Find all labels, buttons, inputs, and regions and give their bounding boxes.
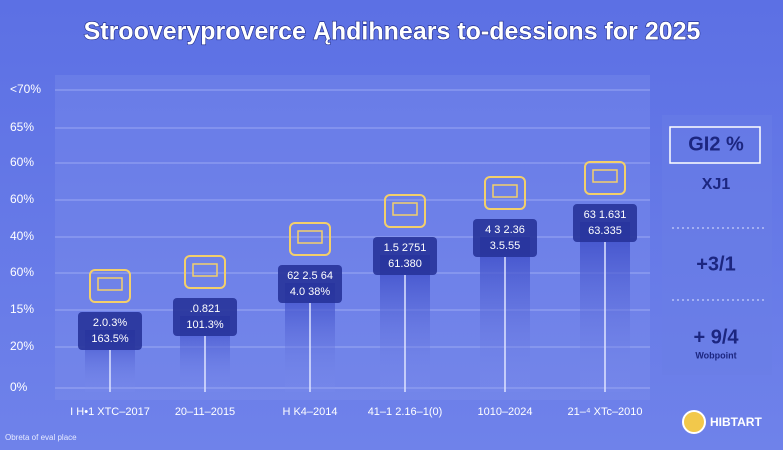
value-label: 101.3%	[186, 319, 224, 331]
side-main: +3/1	[696, 253, 735, 275]
icon	[289, 222, 331, 256]
value-box	[173, 298, 237, 336]
x-axis-label: 20–11–2015	[175, 406, 235, 418]
y-axis-label: 40%	[10, 229, 34, 243]
value-box	[373, 237, 437, 275]
y-axis-label: <70%	[10, 82, 41, 96]
side-panel	[662, 115, 772, 375]
value-box	[78, 312, 142, 350]
y-axis-label: 60%	[10, 192, 34, 206]
value-box	[473, 219, 537, 257]
value-label: 163.5%	[91, 333, 129, 345]
y-axis-label: 20%	[10, 339, 34, 353]
x-axis-label: I H•1 XTC–2017	[70, 406, 150, 418]
logo-icon	[682, 410, 706, 434]
value-label: 63 1.631	[584, 209, 627, 221]
value-box	[573, 204, 637, 242]
side-sub: XJ1	[702, 176, 731, 193]
value-label: 3.5.55	[490, 240, 521, 252]
side-sub: Wobpoint	[695, 350, 736, 360]
icon	[484, 176, 526, 210]
value-label: 4.0 38%	[290, 286, 331, 298]
icon-detail	[297, 230, 323, 244]
value-label: 62 2.5 64	[287, 270, 333, 282]
logo-text: HIBTART	[710, 415, 762, 429]
title: Strooveryproverce Ąhdihnears to-dessions…	[84, 18, 701, 46]
y-axis-label: 0%	[10, 380, 28, 394]
side-main: + 9/4	[693, 326, 739, 348]
value-label: 2.0.3%	[93, 317, 127, 329]
icon	[184, 255, 226, 289]
y-axis-label: 15%	[10, 302, 34, 316]
footer-note: Obreta of eval place	[5, 433, 77, 442]
icon	[89, 269, 131, 303]
icon-detail	[592, 169, 618, 183]
icon-detail	[192, 263, 218, 277]
side-main: GI2 %	[688, 133, 744, 155]
y-axis-label: 60%	[10, 155, 34, 169]
icon-detail	[492, 184, 518, 198]
icon-detail	[392, 202, 418, 216]
x-axis-label: 1010–2024	[477, 406, 532, 418]
value-label: 61.380	[388, 258, 422, 270]
value-label: 1.5 2751	[384, 242, 427, 254]
y-axis-label: 60%	[10, 265, 34, 279]
x-axis-label: 21–⁴ XTc–2010	[567, 406, 642, 418]
x-axis-label: 41–1 2.16–1(0)	[368, 406, 443, 418]
icon	[584, 161, 626, 195]
value-box	[278, 265, 342, 303]
icon	[384, 194, 426, 228]
x-axis-label: H K4–2014	[282, 406, 337, 418]
value-label: .0.821	[190, 303, 221, 315]
icon-detail	[97, 277, 123, 291]
side-box	[669, 126, 761, 164]
value-label: 63.335	[588, 225, 622, 237]
y-axis-label: 65%	[10, 120, 34, 134]
value-label: 4 3 2.36	[485, 224, 525, 236]
